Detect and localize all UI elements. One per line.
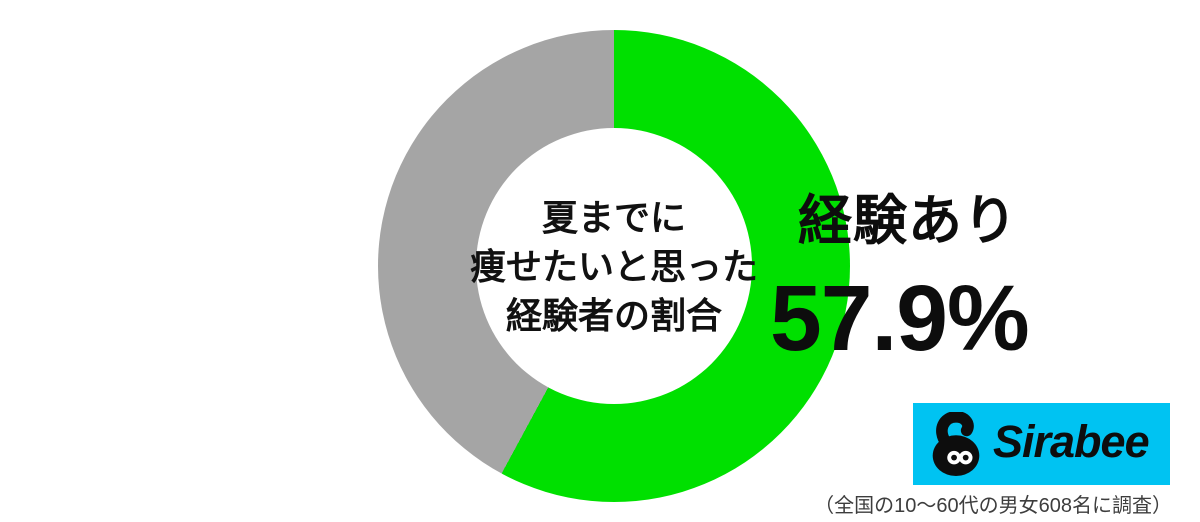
chart-title-line-2: 痩せたいと思った: [470, 245, 759, 287]
sirabee-mascot-icon: [932, 412, 980, 477]
chart-title-line-1: 夏までに: [541, 196, 686, 238]
slice-value: 57.9%: [770, 266, 1030, 370]
sirabee-logo: Sirabee: [913, 403, 1170, 485]
donut-hole: 夏までに 痩せたいと思った 経験者の割合: [470, 128, 758, 404]
sirabee-wordmark: Sirabee: [993, 416, 1150, 467]
survey-caption: （全国の10〜60代の男女608名に調査）: [814, 495, 1172, 517]
slice-label: 経験あり: [798, 191, 1018, 251]
donut-chart: 夏までに 痩せたいと思った 経験者の割合: [378, 30, 850, 502]
chart-title-line-3: 経験者の割合: [505, 294, 722, 336]
